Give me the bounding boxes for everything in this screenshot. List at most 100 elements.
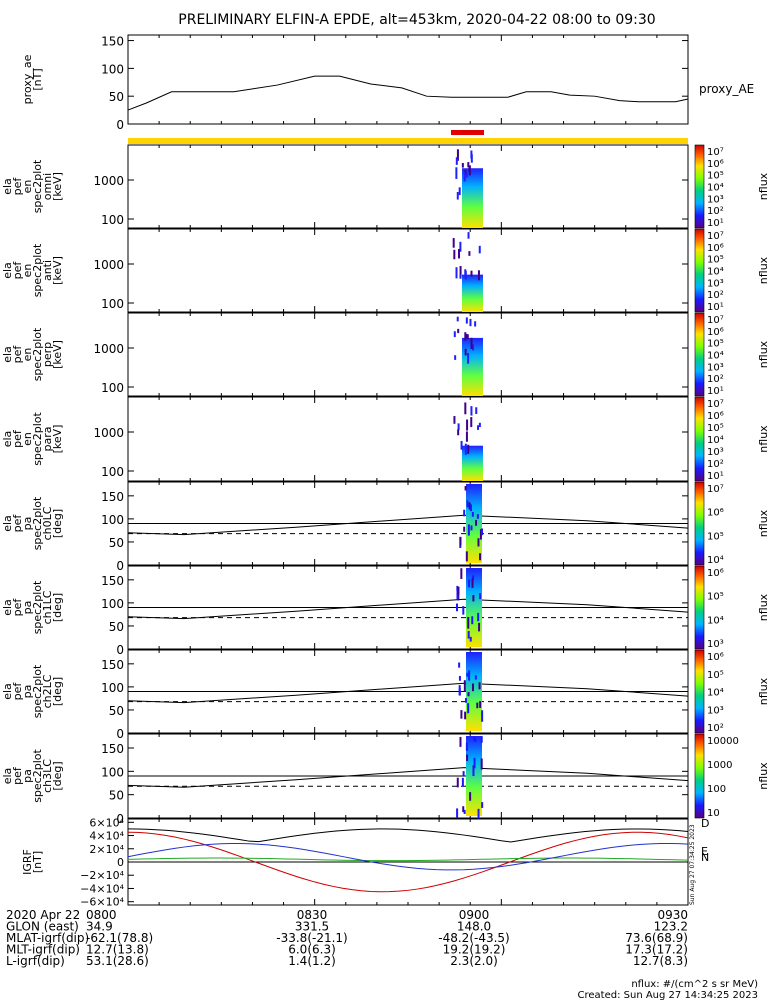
panel-para-colorbar-tick: 10⁶ bbox=[707, 411, 724, 422]
panel-para-flux-pixel bbox=[466, 431, 468, 441]
panel-para-colorbar-tick: 10⁴ bbox=[707, 435, 724, 446]
panel-perp-flux-pixel bbox=[471, 338, 473, 349]
panel-proxy_ae-ytick-label: 100 bbox=[101, 62, 124, 76]
side-stamp: Sun Aug 27 07:34:25 2023 bbox=[689, 824, 696, 905]
panel-ch2LC-colorbar-tick: 10⁵ bbox=[707, 670, 724, 681]
panel-perp-colorbar-tick: 10³ bbox=[707, 362, 724, 373]
panel-para-flux-pixel bbox=[470, 406, 472, 415]
panel-ch0LC-colorbar-tick: 10⁵ bbox=[707, 531, 724, 542]
panel-para-ylabel: [keV] bbox=[51, 425, 64, 454]
panel-ch2LC-flux-pixel bbox=[459, 676, 461, 681]
panel-ch2LC-colorbar-label: nflux bbox=[757, 677, 770, 705]
panel-ch1LC-ytick-label: 50 bbox=[109, 620, 124, 634]
panel-ch2LC-colorbar bbox=[695, 650, 704, 733]
panel-ch2LC-colorbar-tick: 10⁴ bbox=[707, 688, 724, 699]
proxy-ae-legend: proxy_AE bbox=[699, 82, 754, 96]
panel-ch0LC-flux-pixel bbox=[475, 520, 477, 526]
panel-ch2LC-colorbar-tick: 10² bbox=[707, 723, 724, 734]
panel-anti-flux-pixel bbox=[459, 275, 461, 279]
panel-ch1LC-flux-pixel bbox=[477, 613, 479, 621]
panel-anti-colorbar-tick: 10⁶ bbox=[707, 243, 724, 254]
panel-perp-colorbar-tick: 10⁴ bbox=[707, 351, 724, 362]
panel-igrf-ytick-label: −6×10⁴ bbox=[80, 896, 124, 909]
panel-para-colorbar-label: nflux bbox=[757, 425, 770, 453]
panel-ch3LC-flux-pixel bbox=[459, 737, 461, 747]
panel-igrf-ytick-label: −4×10⁴ bbox=[80, 882, 124, 895]
panel-ch0LC-flux-pixel bbox=[479, 553, 481, 560]
panel-perp-flux-pixel bbox=[454, 331, 456, 337]
panel-perp-flux-pixel bbox=[464, 332, 466, 340]
panel-anti-colorbar-label: nflux bbox=[757, 256, 770, 284]
panel-para-flux-pixel bbox=[475, 407, 477, 414]
panel-perp-colorbar-tick: 10⁷ bbox=[707, 315, 724, 326]
panel-ch3LC-ytick-label: 100 bbox=[101, 765, 124, 779]
panel-ch1LC-flux-pixel bbox=[468, 631, 470, 639]
panel-para-colorbar-tick: 10¹ bbox=[707, 471, 724, 482]
panel-anti-flux-pixel bbox=[456, 267, 458, 278]
panel-ch0LC-ytick-label: 100 bbox=[101, 513, 124, 527]
panel-ch1LC-ytick-label: 150 bbox=[101, 574, 124, 588]
panel-ch3LC-loss-cone bbox=[128, 768, 688, 788]
panel-perp-flux-pixel bbox=[466, 317, 468, 323]
xaxis-row-value: 2.3(2.0) bbox=[450, 954, 498, 968]
panel-perp-colorbar-tick: 10¹ bbox=[707, 386, 724, 397]
panel-perp-colorbar bbox=[695, 313, 704, 396]
xaxis-row-value: 53.1(28.6) bbox=[86, 954, 149, 968]
panel-perp-flux-pixel bbox=[474, 321, 476, 326]
status-bar bbox=[128, 138, 688, 144]
panel-ch0LC-colorbar-tick: 10⁶ bbox=[707, 508, 724, 519]
panel-ch1LC-colorbar-tick: 10³ bbox=[707, 639, 724, 650]
xaxis-row-value: 1.4(1.2) bbox=[288, 954, 336, 968]
panel-ch3LC-flux-pixel bbox=[466, 754, 468, 760]
panel-para-colorbar-tick: 10⁷ bbox=[707, 399, 724, 410]
panel-ch0LC-flux-pixel bbox=[466, 551, 468, 561]
panel-ch1LC-flux-pixel bbox=[471, 616, 473, 624]
footer-units: nflux: #/(cm^2 s sr MeV) bbox=[631, 979, 758, 990]
panel-para-flux-pixel bbox=[457, 429, 459, 435]
panel-anti-ylabel: [keV] bbox=[51, 256, 64, 285]
panel-para-frame bbox=[128, 397, 688, 481]
panel-ch3LC-colorbar-tick: 100 bbox=[707, 784, 726, 795]
panel-ch3LC-flux-pixel bbox=[462, 778, 464, 787]
panel-ch2LC-flux-region bbox=[466, 652, 482, 731]
panel-ch3LC-colorbar bbox=[695, 734, 704, 818]
panel-omni-colorbar-tick: 10³ bbox=[707, 194, 724, 205]
panel-ch0LC-loss-cone bbox=[128, 515, 688, 534]
panel-para-flux-pixel bbox=[465, 444, 467, 455]
panel-ch3LC-flux-pixel bbox=[463, 771, 465, 776]
panel-ch0LC-ytick-label: 50 bbox=[109, 536, 124, 550]
panel-ch1LC-flux-pixel bbox=[479, 593, 481, 599]
panel-ch2LC-ytick-label: 150 bbox=[101, 658, 124, 672]
panel-para-flux-pixel bbox=[467, 445, 469, 454]
panel-ch0LC-colorbar-tick: 10⁴ bbox=[707, 555, 724, 566]
panel-omni-flux-pixel bbox=[464, 172, 466, 181]
panel-ch1LC-flux-pixel bbox=[471, 578, 473, 587]
panel-ch1LC-colorbar-label: nflux bbox=[757, 593, 770, 621]
panel-ch3LC-flux-pixel bbox=[457, 778, 459, 788]
panel-omni-flux-pixel bbox=[455, 167, 457, 179]
panel-omni-frame bbox=[128, 145, 688, 228]
panel-ch2LC-flux-pixel bbox=[464, 712, 466, 720]
panel-ch1LC-ytick-label: 0 bbox=[116, 643, 124, 657]
panel-ch2LC-flux-pixel bbox=[458, 663, 460, 668]
panel-ch2LC-flux-pixel bbox=[472, 683, 474, 691]
panel-omni-ytick-label: 1000 bbox=[93, 174, 124, 188]
panel-ch0LC-flux-pixel bbox=[470, 504, 472, 511]
panel-para-flux-pixel bbox=[466, 420, 468, 431]
panel-ch2LC-flux-pixel bbox=[468, 670, 470, 680]
panel-omni-colorbar-label: nflux bbox=[757, 172, 770, 200]
panel-ch2LC-flux-pixel bbox=[464, 680, 466, 691]
panel-ch2LC-ylabel: [deg] bbox=[51, 677, 64, 706]
panel-ch1LC-colorbar-tick: 10⁴ bbox=[707, 615, 724, 626]
panel-ch1LC-ylabel: [deg] bbox=[51, 593, 64, 622]
panel-ch3LC-flux-pixel bbox=[481, 736, 483, 743]
panel-omni-colorbar-tick: 10⁵ bbox=[707, 171, 724, 182]
panel-ch0LC-flux-pixel bbox=[481, 528, 483, 535]
panel-ch0LC-flux-pixel bbox=[467, 500, 469, 507]
panel-para-flux-pixel bbox=[458, 423, 460, 430]
panel-para-flux-pixel bbox=[470, 417, 472, 427]
panel-para-colorbar-tick: 10² bbox=[707, 459, 724, 470]
panel-omni-colorbar-tick: 10⁶ bbox=[707, 159, 724, 170]
panel-para-colorbar-tick: 10⁵ bbox=[707, 423, 724, 434]
xaxis-row-value: 12.7(8.3) bbox=[633, 954, 688, 968]
